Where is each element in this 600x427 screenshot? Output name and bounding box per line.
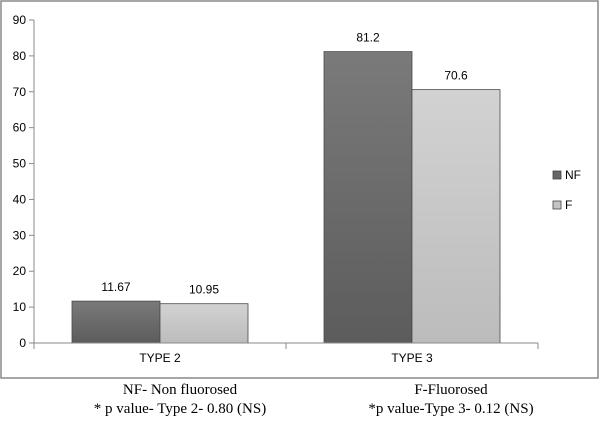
caption-left-line-1: NF- Non fluorosed bbox=[122, 382, 238, 398]
y-axis: 0 10 20 30 40 50 60 70 80 90 bbox=[13, 13, 35, 350]
x-tick-label: TYPE 3 bbox=[391, 351, 433, 365]
legend-swatch-nf bbox=[552, 170, 562, 180]
bar-nf-type-3 bbox=[323, 51, 413, 344]
legend-label-f: F bbox=[565, 198, 572, 212]
bars-group: 11.67 10.95 81.2 70.6 bbox=[71, 31, 501, 344]
data-label: 70.6 bbox=[444, 69, 468, 83]
data-label: 11.67 bbox=[101, 280, 130, 294]
legend: NF F bbox=[552, 168, 581, 212]
bar-f-type-2 bbox=[159, 303, 249, 344]
y-tick-label: 10 bbox=[13, 300, 27, 314]
bar-f-type-3 bbox=[411, 89, 501, 344]
y-tick-label: 0 bbox=[19, 336, 26, 350]
legend-label-nf: NF bbox=[565, 168, 581, 182]
legend-swatch-f bbox=[552, 200, 562, 210]
caption-left-line-2: * p value- Type 2- 0.80 (NS) bbox=[93, 401, 267, 417]
x-tick-label: TYPE 2 bbox=[139, 351, 181, 365]
y-tick-label: 90 bbox=[13, 13, 27, 27]
data-label: 10.95 bbox=[189, 283, 219, 297]
y-tick-label: 70 bbox=[13, 85, 27, 99]
data-label: 81.2 bbox=[356, 31, 380, 45]
y-tick-label: 30 bbox=[13, 228, 27, 242]
y-tick-label: 50 bbox=[13, 157, 27, 171]
y-tick-label: 20 bbox=[13, 264, 27, 278]
caption-right-line-1: F-Fluorosed bbox=[414, 382, 488, 398]
bar-nf-type-2 bbox=[71, 300, 161, 344]
y-tick-label: 60 bbox=[13, 121, 27, 135]
caption-left: NF- Non fluorosed * p value- Type 2- 0.8… bbox=[30, 381, 330, 419]
caption-right: F-Fluorosed *p value-Type 3- 0.12 (NS) bbox=[301, 381, 600, 419]
x-axis: TYPE 2 TYPE 3 bbox=[33, 342, 539, 365]
y-tick-label: 40 bbox=[13, 192, 27, 206]
y-tick-label: 80 bbox=[13, 49, 27, 63]
caption-right-line-2: *p value-Type 3- 0.12 (NS) bbox=[368, 401, 534, 417]
